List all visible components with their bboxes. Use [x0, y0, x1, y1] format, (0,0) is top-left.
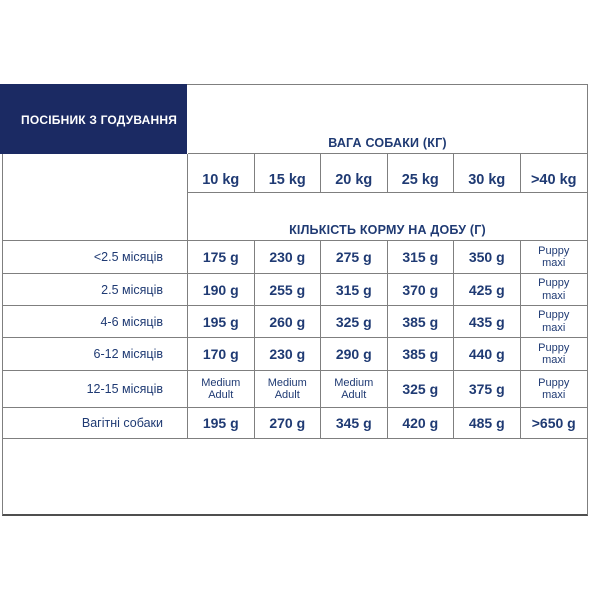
feeding-value: 195 g [188, 408, 255, 439]
feeding-value: Puppy maxi [520, 274, 587, 306]
feeding-value: 425 g [454, 274, 521, 306]
feeding-value: 325 g [321, 306, 388, 338]
feeding-value: 230 g [254, 338, 321, 371]
feeding-value: Puppy maxi [520, 338, 587, 371]
feeding-value: 370 g [387, 274, 454, 306]
weight-col-header-10kg: 10 kg [188, 154, 255, 193]
feeding-value: Medium Adult [254, 371, 321, 408]
feeding-value: Puppy maxi [520, 241, 587, 274]
feeding-value: 270 g [254, 408, 321, 439]
feeding-value: 325 g [387, 371, 454, 408]
age-group-label: Вагітні собаки [3, 408, 188, 439]
feeding-table: ВАГА СОБАКИ (КГ) 10 kg 15 kg 20 kg 25 kg… [2, 84, 588, 516]
table-bottom-spacer [3, 439, 587, 514]
age-group-label: 12-15 місяців [3, 371, 188, 408]
feeding-value: 345 g [321, 408, 388, 439]
feeding-value: Medium Adult [188, 371, 255, 408]
feeding-value: 290 g [321, 338, 388, 371]
feeding-value: Medium Adult [321, 371, 388, 408]
age-group-label: <2.5 місяців [3, 241, 188, 274]
feeding-value: 230 g [254, 241, 321, 274]
feeding-value: 485 g [454, 408, 521, 439]
weight-col-header-25kg: 25 kg [387, 154, 454, 193]
feeding-value: 420 g [387, 408, 454, 439]
feeding-value: 315 g [321, 274, 388, 306]
feeding-value: 255 g [254, 274, 321, 306]
feeding-value: 385 g [387, 306, 454, 338]
feeding-value: 350 g [454, 241, 521, 274]
label-column-spacer [3, 154, 188, 241]
feeding-value: 170 g [188, 338, 255, 371]
weight-band-header: ВАГА СОБАКИ (КГ) [188, 85, 587, 154]
feeding-value: 260 g [254, 306, 321, 338]
weight-col-header-30kg: 30 kg [454, 154, 521, 193]
age-group-label: 6-12 місяців [3, 338, 188, 371]
age-group-label: 4-6 місяців [3, 306, 188, 338]
feeding-guide-title-box: ПОСІБНИК З ГОДУВАННЯ [0, 84, 187, 154]
amount-band-header: КІЛЬКІСТЬ КОРМУ НА ДОБУ (Г) [188, 193, 587, 241]
feeding-value: Puppy maxi [520, 371, 587, 408]
feeding-value: 375 g [454, 371, 521, 408]
feeding-guide-title: ПОСІБНИК З ГОДУВАННЯ [21, 113, 178, 127]
feeding-value: >650 g [520, 408, 587, 439]
weight-col-header-20kg: 20 kg [321, 154, 388, 193]
feeding-value: 275 g [321, 241, 388, 274]
feeding-value: Puppy maxi [520, 306, 587, 338]
feeding-value: 195 g [188, 306, 255, 338]
feeding-value: 315 g [387, 241, 454, 274]
feeding-value: 385 g [387, 338, 454, 371]
feeding-value: 190 g [188, 274, 255, 306]
feeding-value: 175 g [188, 241, 255, 274]
feeding-value: 435 g [454, 306, 521, 338]
age-group-label: 2.5 місяців [3, 274, 188, 306]
weight-col-header-15kg: 15 kg [254, 154, 321, 193]
feeding-value: 440 g [454, 338, 521, 371]
weight-col-header-40kg: >40 kg [520, 154, 587, 193]
